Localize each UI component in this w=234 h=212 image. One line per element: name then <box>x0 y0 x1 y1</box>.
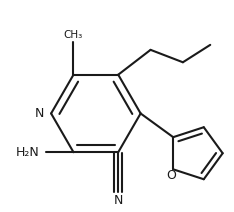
Text: N: N <box>113 194 123 207</box>
Text: CH₃: CH₃ <box>64 30 83 40</box>
Text: N: N <box>34 107 44 120</box>
Text: H₂N: H₂N <box>16 146 40 159</box>
Text: O: O <box>166 169 176 182</box>
